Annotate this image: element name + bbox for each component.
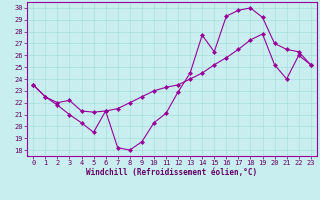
X-axis label: Windchill (Refroidissement éolien,°C): Windchill (Refroidissement éolien,°C): [86, 168, 258, 177]
